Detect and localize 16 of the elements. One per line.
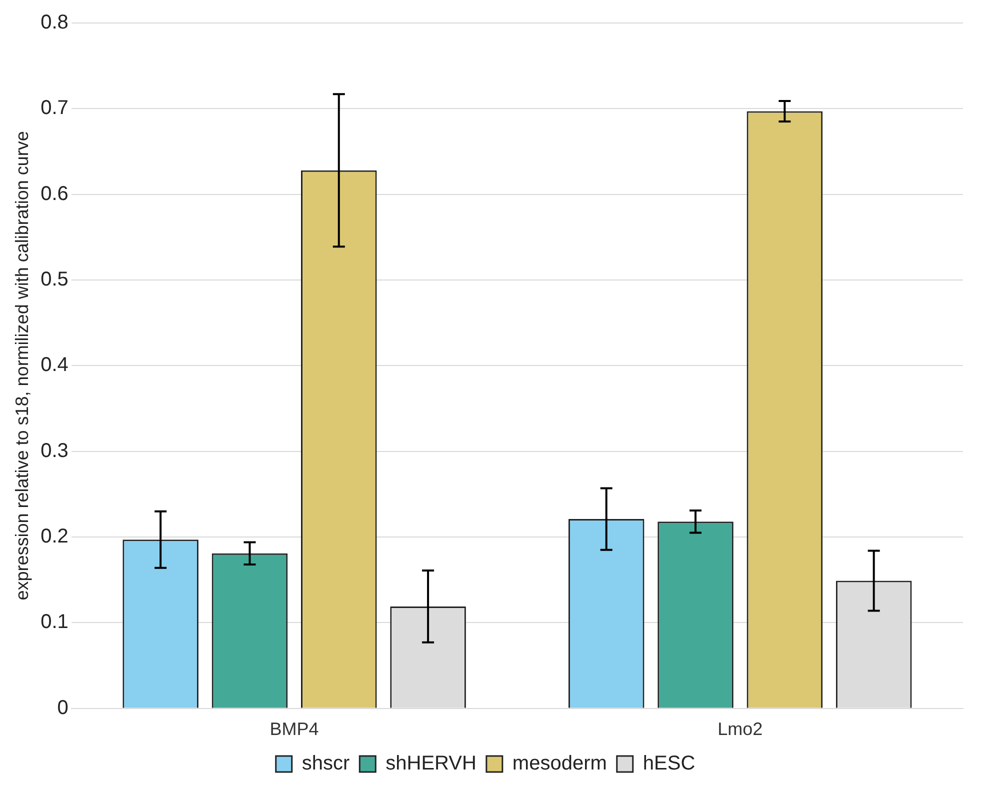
- y-tick-label: 0.7: [40, 97, 68, 120]
- x-tick-label: BMP4: [270, 719, 319, 740]
- y-tick-label: 0.3: [40, 440, 68, 462]
- legend-label: shscr: [302, 752, 350, 775]
- legend-label: shHERVH: [386, 752, 476, 775]
- y-tick-label: 0.2: [40, 526, 68, 548]
- y-tick-label: 0: [57, 696, 68, 719]
- y-axis-title: expression relative to s18, normilized with calibration curve: [12, 131, 32, 600]
- y-tick-label: 0.6: [40, 182, 68, 205]
- y-tick-label: 0.8: [40, 12, 68, 34]
- y-tick-label: 0.1: [40, 611, 68, 634]
- y-tick-label: 0.5: [40, 268, 68, 291]
- y-tick-label: 0.4: [40, 354, 68, 376]
- legend-label: hESC: [642, 752, 696, 775]
- legend-label: mesoderm: [512, 752, 607, 775]
- x-tick-label: Lmo2: [718, 719, 763, 740]
